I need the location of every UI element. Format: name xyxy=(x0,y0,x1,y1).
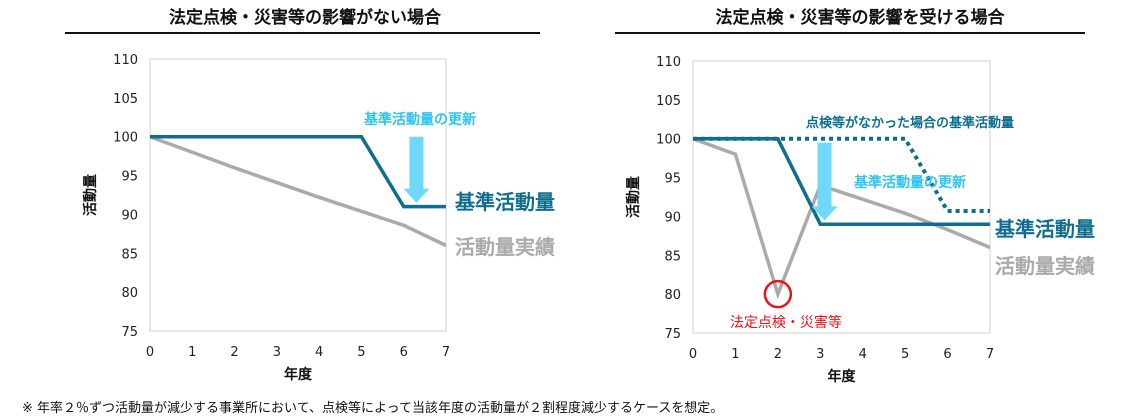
x-tick-label: 2 xyxy=(774,347,782,362)
series-label-baseline: 基準活動量 xyxy=(455,190,555,214)
chart-title: 法定点検・災害等の影響を受ける場合 xyxy=(716,7,1006,28)
series-line-baseline xyxy=(150,134,446,209)
event-circle xyxy=(763,279,793,309)
y-tick-label: 110 xyxy=(656,55,681,70)
x-tick-label: 5 xyxy=(901,347,909,362)
x-tick-label: 2 xyxy=(230,345,238,360)
x-tick-label: 3 xyxy=(273,345,281,360)
series-label-baseline: 基準活動量 xyxy=(995,217,1095,241)
series-line-actual xyxy=(149,135,447,248)
plot-area xyxy=(692,60,991,334)
x-tick-label: 0 xyxy=(689,347,697,362)
y-tick-label: 75 xyxy=(664,327,681,342)
y-tick-label: 85 xyxy=(664,249,681,264)
update-arrow-icon xyxy=(811,142,838,221)
x-tick-label: 7 xyxy=(442,345,450,360)
x-tick-label: 0 xyxy=(146,345,154,360)
update-annotation: 基準活動量の更新 xyxy=(364,111,476,128)
y-tick-label: 90 xyxy=(121,208,138,223)
y-tick-label: 90 xyxy=(664,210,681,225)
y-tick-label: 85 xyxy=(121,247,138,262)
update-arrow-icon xyxy=(403,136,430,203)
chart-title: 法定点検・災害等の影響がない場合 xyxy=(169,7,442,28)
footnote: ※ 年率２％ずつ活動量が減少する事業所において、点検等によって当該年度の活動量が… xyxy=(22,401,724,416)
series-label-actual: 活動量実績 xyxy=(455,235,555,259)
x-axis-label: 年度 xyxy=(828,368,857,385)
y-tick-label: 80 xyxy=(121,286,138,301)
y-tick-label: 75 xyxy=(121,325,138,340)
event-annotation: 法定点検・災害等 xyxy=(730,314,842,331)
y-tick-label: 110 xyxy=(113,53,138,68)
plot-area xyxy=(149,58,447,332)
update-annotation: 基準活動量の更新 xyxy=(854,174,966,191)
y-tick-label: 100 xyxy=(113,131,138,146)
x-tick-label: 4 xyxy=(315,345,323,360)
series-line-actual xyxy=(692,137,991,300)
y-tick-label: 105 xyxy=(656,94,681,109)
x-tick-label: 7 xyxy=(986,347,994,362)
y-axis-label: 活動量 xyxy=(625,176,642,218)
x-tick-label: 4 xyxy=(859,347,867,362)
y-tick-label: 100 xyxy=(656,133,681,148)
x-tick-label: 1 xyxy=(731,347,739,362)
series-label-baseline-no-inspection: 点検等がなかった場合の基準活動量 xyxy=(806,115,1014,131)
y-tick-label: 105 xyxy=(113,92,138,107)
y-tick-label: 80 xyxy=(664,288,681,303)
series-label-actual: 活動量実績 xyxy=(995,254,1095,278)
series-line-baseline xyxy=(693,136,990,226)
x-axis-label: 年度 xyxy=(284,366,313,383)
x-tick-label: 6 xyxy=(400,345,408,360)
x-tick-label: 6 xyxy=(943,347,951,362)
x-tick-label: 3 xyxy=(816,347,824,362)
x-tick-label: 5 xyxy=(357,345,365,360)
x-tick-label: 1 xyxy=(188,345,196,360)
y-axis-label: 活動量 xyxy=(82,174,99,216)
y-tick-label: 95 xyxy=(664,172,681,187)
y-tick-label: 95 xyxy=(121,170,138,185)
